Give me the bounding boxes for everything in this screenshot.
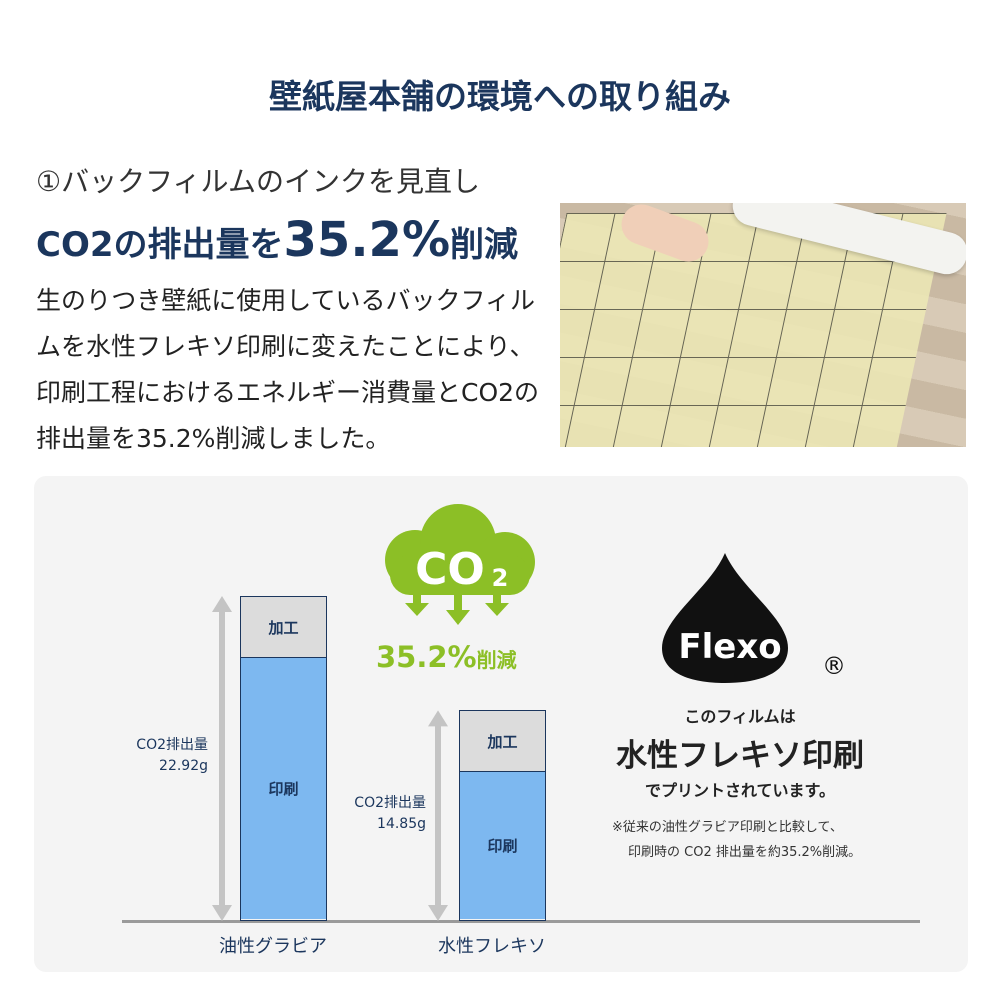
arrow-head-down — [428, 905, 448, 921]
flexo-line3: でプリントされています。 — [645, 781, 835, 800]
total-label-flexo: CO2排出量 14.85g — [318, 793, 426, 835]
arrow-shaft — [219, 608, 225, 909]
co2-cloud-icon: CO 2 — [385, 504, 535, 625]
arrow-head-up — [212, 596, 232, 612]
co2-text: CO — [415, 544, 485, 595]
bar-oil-gravure: 加工 印刷 — [240, 596, 327, 921]
segment-printing: 印刷 — [460, 772, 545, 919]
total-label-oil: CO2排出量 22.92g — [100, 735, 208, 777]
total-value: 22.92g — [159, 758, 208, 774]
bar-water-flexo: 加工 印刷 — [459, 710, 546, 921]
category-label: 油性グラビア — [219, 936, 327, 957]
flexo-line1: このフィルムは — [684, 707, 796, 726]
co2-subscript: 2 — [492, 564, 509, 592]
headline-pre: CO2の排出量を — [36, 225, 284, 265]
headline-post: 削減 — [450, 225, 519, 265]
total-value: 14.85g — [377, 816, 426, 832]
reduction-value: 35.2% — [376, 640, 477, 674]
flexo-note2: 印刷時の CO2 排出量を約35.2%削減。 — [628, 845, 862, 860]
headline-value: 35.2% — [283, 212, 451, 268]
chart-baseline — [122, 920, 920, 923]
backfilm-photo — [560, 203, 966, 447]
total-label: CO2排出量 — [136, 737, 208, 753]
arrow-shaft — [435, 722, 441, 909]
flexo-line2: 水性フレキソ印刷 — [616, 738, 864, 774]
arrow-head-down — [212, 905, 232, 921]
total-label: CO2排出量 — [354, 795, 426, 811]
reduction-badge: 35.2%削減 — [376, 640, 517, 674]
category-label: 水性フレキソ — [438, 936, 546, 957]
segment-processing: 加工 — [460, 711, 545, 773]
reduction-suffix: 削減 — [476, 648, 517, 672]
section-headline: CO2の排出量を35.2%削減 — [36, 212, 518, 268]
registered-mark: ® — [822, 652, 846, 680]
flexo-note1: ※従来の油性グラビア印刷と比較して、 — [612, 820, 843, 835]
segment-printing: 印刷 — [241, 658, 326, 919]
flexo-logo-text: Flexo — [678, 627, 781, 667]
page-title: 壁紙屋本舗の環境への取り組み — [269, 77, 731, 116]
flexo-drop-logo: Flexo — [662, 553, 788, 683]
section-paragraph: 生のりつき壁紙に使用しているバックフィルムを水性フレキソ印刷に変えたことにより、… — [36, 286, 540, 453]
segment-processing: 加工 — [241, 597, 326, 658]
section-subtitle: ①バックフィルムのインクを見直し — [36, 165, 480, 198]
arrow-head-up — [428, 710, 448, 727]
